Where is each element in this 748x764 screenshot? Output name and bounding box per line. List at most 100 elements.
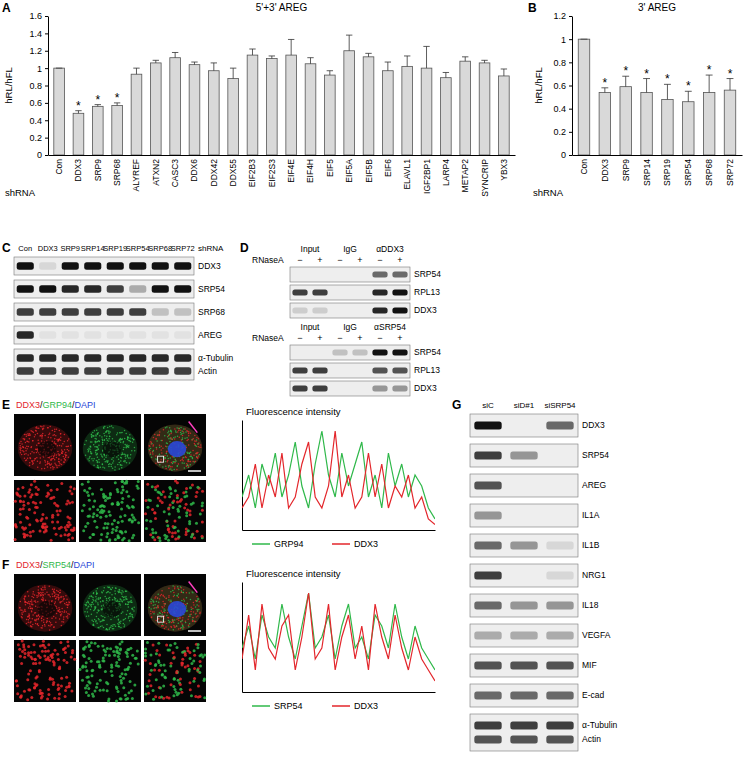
signal-dot	[58, 458, 60, 460]
signal-dot	[58, 607, 60, 609]
signal-dot	[62, 596, 64, 598]
signal-dot	[172, 506, 175, 509]
signal-dot	[44, 585, 46, 587]
signal-dot	[22, 450, 24, 452]
signal-dot	[55, 443, 57, 445]
signal-dot	[156, 504, 159, 507]
blot-label: AREG	[198, 330, 222, 340]
signal-dot	[28, 508, 31, 511]
tick: 0.2	[29, 133, 48, 143]
signal-dot	[41, 695, 44, 698]
signal-dot	[59, 445, 61, 447]
signal-dot	[194, 435, 196, 437]
cell-body	[83, 585, 138, 632]
blot-band	[352, 307, 367, 313]
signal-dot	[92, 435, 94, 437]
signal-dot	[38, 593, 40, 595]
x-axis	[243, 530, 436, 531]
signal-dot	[84, 444, 86, 446]
lane-label: SRP14	[81, 244, 105, 253]
signal-dot	[36, 519, 39, 522]
signal-dot	[19, 695, 22, 698]
signal-dot	[26, 678, 29, 681]
signal-dot	[105, 431, 107, 433]
signal-dot	[111, 459, 113, 461]
error-bar-cap	[230, 68, 236, 69]
blot-band	[372, 271, 387, 277]
signal-dot	[57, 440, 59, 442]
tick-mark	[45, 103, 48, 104]
signal-dot	[91, 595, 93, 597]
signal-dot	[21, 617, 23, 619]
tick-mark	[569, 39, 572, 40]
signal-dot	[125, 490, 128, 493]
signal-dot	[23, 648, 26, 651]
signal-dot	[120, 501, 123, 504]
bar	[112, 105, 123, 155]
signal-dot	[70, 656, 73, 659]
tick-label: 0.6	[553, 81, 566, 91]
signal-dot	[85, 440, 87, 442]
signal-dot	[153, 444, 155, 446]
signal-dot	[129, 440, 131, 442]
signal-dot	[14, 538, 17, 541]
signal-dot	[165, 461, 167, 463]
blot-strip	[14, 280, 194, 298]
signal-dot	[71, 501, 74, 504]
tick: IGF2BP1	[422, 159, 432, 194]
signal-dot	[169, 469, 171, 471]
signal-dot	[165, 468, 167, 470]
tick-label: EIF5B	[363, 159, 373, 183]
signal-dot	[174, 489, 177, 492]
signal-dot	[121, 467, 123, 469]
blot-band	[174, 262, 191, 269]
tick: 0.4	[553, 104, 572, 114]
signal-dot	[70, 529, 73, 532]
signal-dot	[174, 531, 177, 534]
signal-dot	[153, 538, 156, 541]
blot-strip	[290, 363, 410, 378]
micrograph-background	[14, 414, 76, 476]
tick: DDX6	[189, 159, 199, 182]
signal-dot	[188, 510, 191, 513]
signal-dot	[90, 451, 92, 453]
tick-label: 0.8	[553, 58, 566, 68]
nucleus	[103, 441, 122, 457]
signal-dot	[57, 594, 59, 596]
signal-dot	[127, 455, 128, 457]
signal-dot	[112, 438, 114, 440]
signal-dot	[67, 440, 69, 442]
signal-dot	[62, 443, 64, 445]
signal-dot	[29, 606, 31, 608]
signal-dot	[66, 640, 69, 643]
signal-dot	[85, 455, 87, 457]
signal-dot	[62, 451, 64, 453]
tick: EIF6	[383, 159, 393, 177]
signal-dot	[186, 452, 188, 454]
signal-dot	[60, 440, 62, 442]
signal-dot	[32, 624, 34, 626]
tick: SRP72	[725, 159, 735, 186]
signal-dot	[149, 499, 152, 502]
signal-dot	[200, 447, 202, 449]
signal-dot	[125, 603, 127, 605]
signal-dot	[51, 678, 54, 681]
signal-dot	[171, 532, 174, 535]
signal-dot	[185, 456, 187, 458]
signal-dot	[171, 439, 173, 441]
signal-dot	[53, 590, 55, 592]
signal-dot	[64, 651, 67, 654]
signal-dot	[47, 466, 49, 468]
signal-dot	[194, 440, 196, 442]
blot-strip	[290, 345, 410, 360]
signal-dot	[44, 624, 46, 626]
bar	[578, 39, 589, 155]
signal-dot	[65, 455, 67, 457]
signal-dot	[185, 503, 188, 506]
signal-dot	[182, 435, 184, 437]
signal-dot	[98, 448, 100, 450]
blot-band	[84, 367, 101, 374]
lane-label: SRP9	[60, 244, 80, 253]
tick-label: CASC3	[170, 159, 180, 188]
signal-dot	[88, 507, 91, 510]
